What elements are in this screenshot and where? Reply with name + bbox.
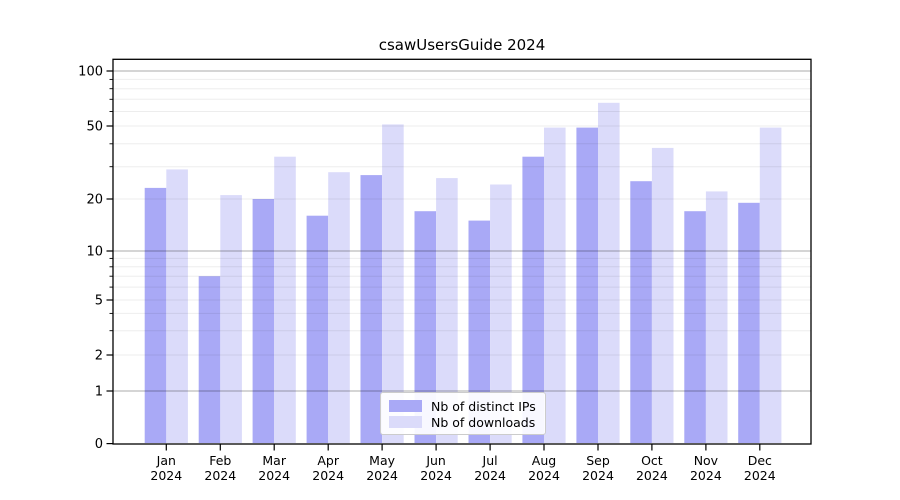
x-tick-label: Mar 2024 [258, 453, 290, 483]
y-tick-label: 100 [78, 65, 103, 80]
y-tick-label: 0 [95, 437, 103, 452]
bar-downloads [328, 172, 350, 443]
y-tick-label: 2 [95, 349, 103, 364]
legend-swatch-downloads [389, 416, 422, 428]
bar-distinct-ips [522, 156, 544, 443]
x-tick-label: Dec 2024 [744, 453, 776, 483]
bar-downloads [220, 195, 242, 443]
legend-item-distinct-ips: Nb of distinct IPs [389, 398, 537, 414]
y-tick-label: 1 [95, 385, 103, 400]
y-tick-label: 20 [86, 193, 103, 208]
y-tick-label: 10 [86, 245, 103, 260]
bar-distinct-ips [306, 215, 329, 443]
bar-downloads [274, 156, 296, 443]
bar-distinct-ips [252, 199, 275, 443]
x-tick-label: Feb 2024 [204, 453, 236, 483]
bar-distinct-ips [468, 220, 491, 443]
legend-item-downloads: Nb of downloads [389, 414, 537, 430]
bar-downloads [490, 184, 512, 443]
bar-distinct-ips [576, 127, 598, 443]
bar-distinct-ips [414, 211, 437, 443]
bar-downloads [166, 169, 188, 443]
x-tick-label: Jul 2024 [474, 453, 506, 483]
chart-title: csawUsersGuide 2024 [378, 36, 546, 54]
bar-downloads [598, 102, 620, 444]
legend-box: Nb of distinct IPs Nb of downloads [380, 392, 546, 435]
x-tick-label: May 2024 [366, 453, 398, 483]
bar-downloads [382, 124, 404, 444]
x-tick-label: Apr 2024 [312, 453, 344, 483]
y-tick-label: 5 [95, 294, 103, 309]
bar-distinct-ips [198, 276, 221, 443]
bar-distinct-ips [738, 202, 760, 443]
x-tick-label: Jun 2024 [420, 453, 452, 483]
bar-distinct-ips [144, 187, 167, 443]
x-tick-label: Sep 2024 [582, 453, 614, 483]
x-tick-label: Jan 2024 [150, 453, 182, 483]
axes-frame [112, 58, 812, 445]
bar-downloads [705, 191, 728, 443]
x-tick-label: Nov 2024 [690, 453, 722, 483]
x-tick-label: Aug 2024 [528, 453, 560, 483]
bar-downloads [759, 127, 782, 443]
bar-downloads [436, 178, 458, 443]
x-tick-label: Oct 2024 [636, 453, 668, 483]
bar-downloads [544, 127, 566, 443]
y-tick-label: 50 [86, 120, 103, 135]
bar-distinct-ips [684, 211, 706, 443]
bar-distinct-ips [630, 181, 652, 443]
legend-swatch-distinct-ips [389, 400, 422, 412]
legend-label-downloads: Nb of downloads [431, 414, 536, 430]
bar-downloads [651, 147, 674, 443]
legend-label-distinct-ips: Nb of distinct IPs [431, 398, 536, 414]
bar-distinct-ips [360, 175, 383, 443]
